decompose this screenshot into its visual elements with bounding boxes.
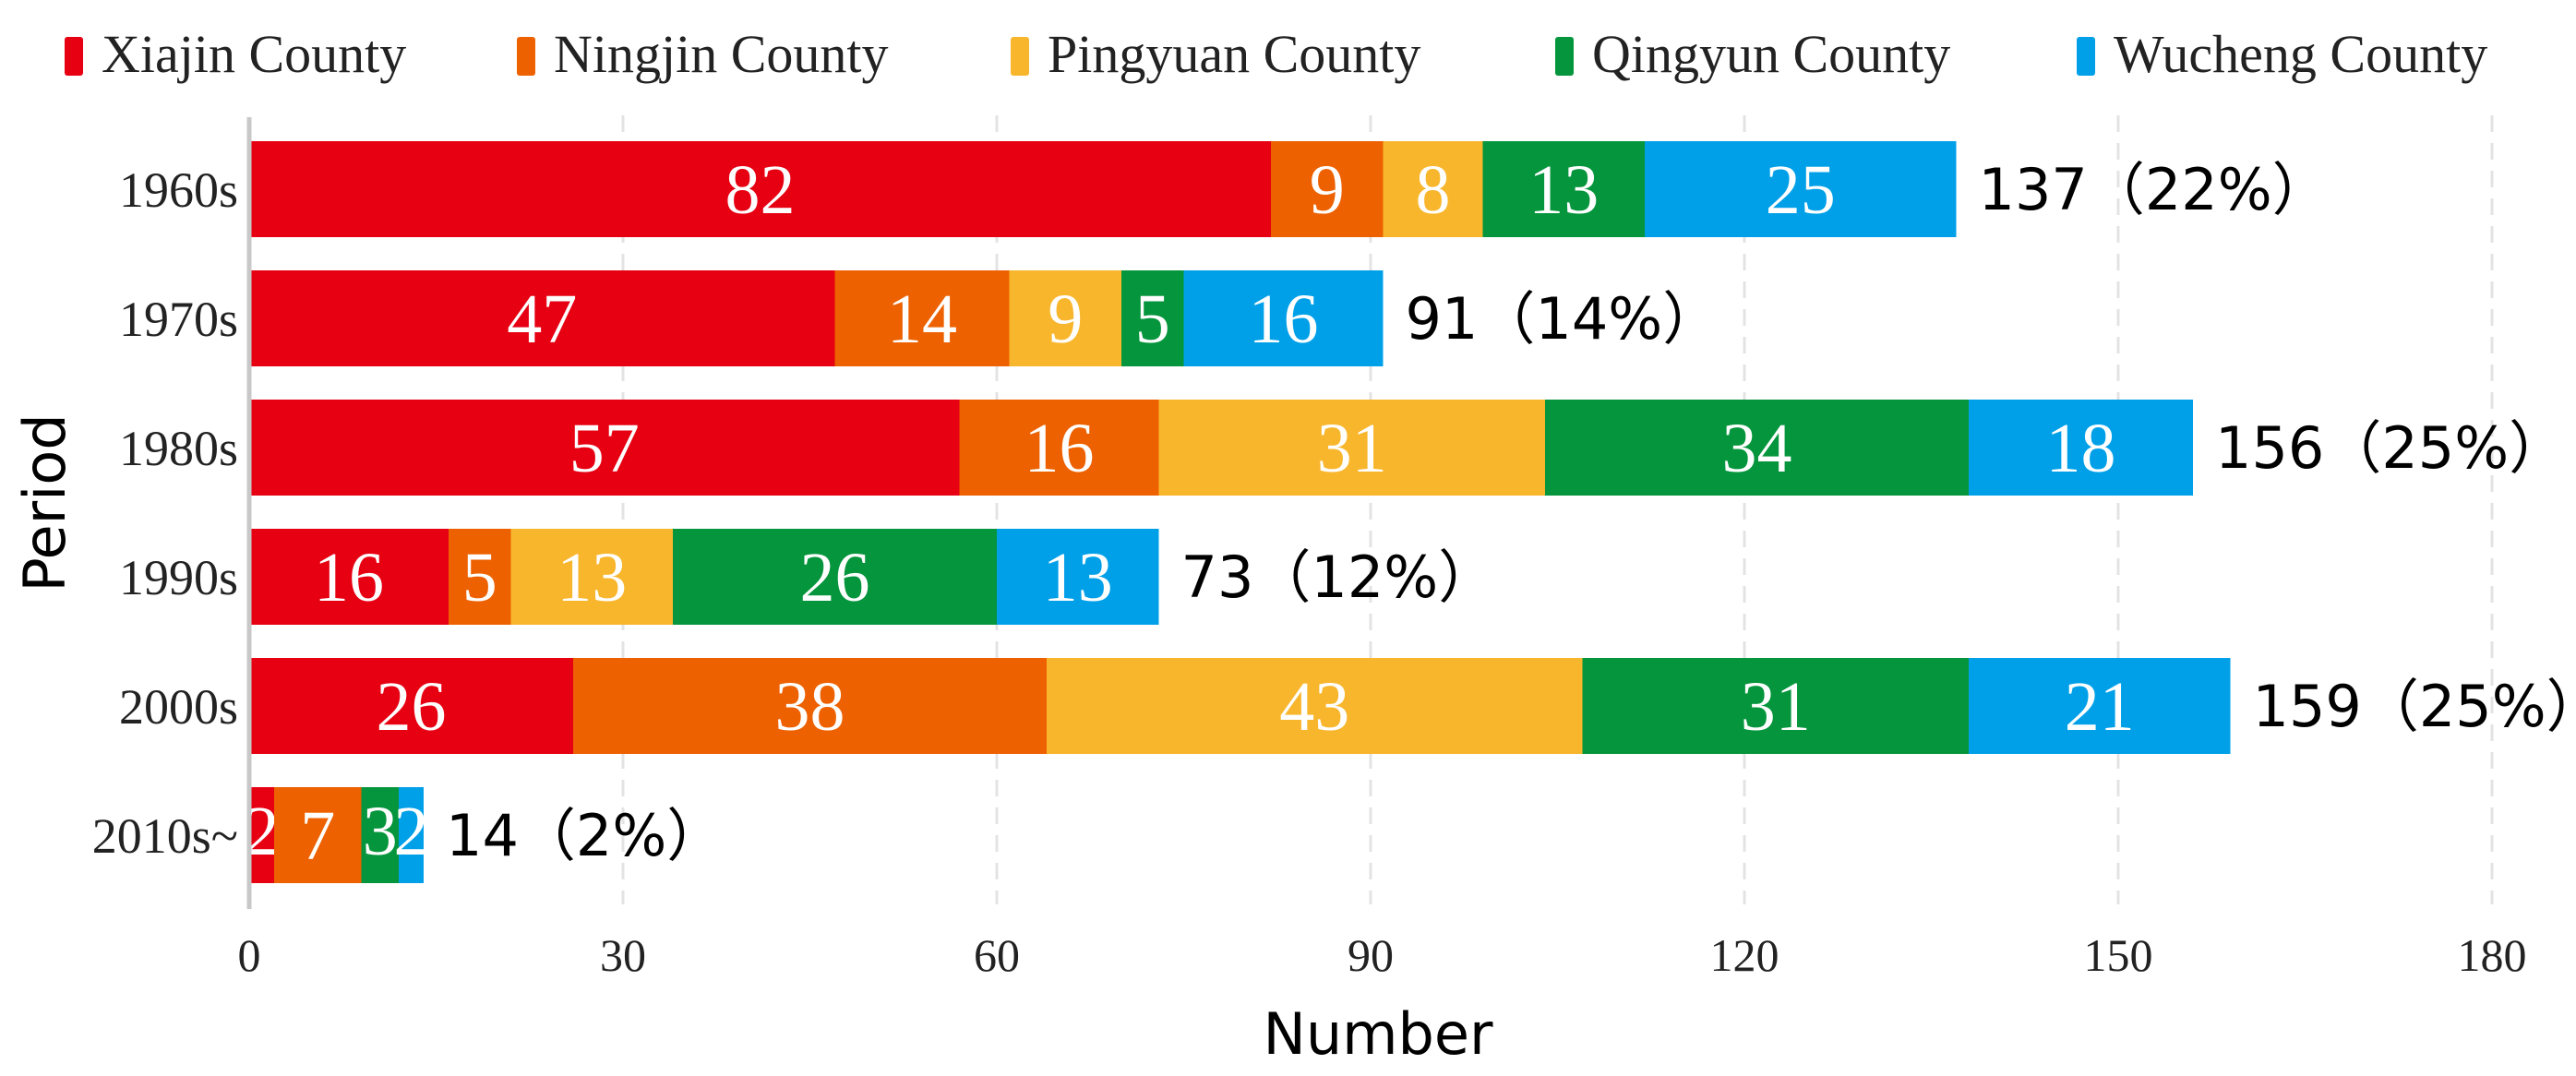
legend-item: Qingyun County	[1555, 24, 1950, 84]
bar-segment	[959, 400, 1159, 496]
bar-value-label: 38	[775, 668, 845, 746]
bar-value-label: 2	[394, 793, 429, 870]
bar-segment	[1582, 658, 1969, 754]
legend-label: Pingyuan County	[1048, 24, 1420, 84]
x-tick-label: 0	[238, 929, 261, 981]
y-tick-label: 1990s	[119, 550, 238, 605]
bar-value-label: 31	[1317, 410, 1387, 487]
bar-segment	[249, 270, 835, 366]
bar-value-label: 5	[1135, 281, 1170, 358]
legend-label: Xiajin County	[102, 24, 406, 84]
bar-segment	[1183, 270, 1384, 366]
bar-segment	[249, 787, 274, 883]
x-axis-title: Number	[1263, 1000, 1493, 1068]
bar-segment	[1271, 141, 1384, 237]
bar-segment	[249, 658, 573, 754]
y-tick-label: 1960s	[119, 162, 238, 218]
bar-segment	[1545, 400, 1969, 496]
x-tick-label: 180	[2458, 929, 2527, 981]
bar-value-label: 82	[725, 151, 796, 229]
bar-value-label: 9	[1048, 281, 1083, 358]
legend-swatch	[517, 37, 535, 76]
x-tick-label: 150	[2084, 929, 2153, 981]
x-tick-label: 30	[600, 929, 646, 981]
bar-value-label: 31	[1741, 668, 1811, 746]
bar-segment	[249, 141, 1271, 237]
axes: 0 30 60 90 120 150 180 1960s 1970s 1980s 1990s 2000…	[92, 117, 2527, 981]
bar-total-label: 14（2%）	[446, 802, 724, 869]
bar-segment	[249, 529, 449, 625]
bar-segment	[1047, 658, 1583, 754]
grid-lines	[621, 115, 2494, 904]
x-tick-label: 90	[1348, 929, 1394, 981]
bar-value-label: 25	[1766, 151, 1836, 229]
y-tick-label: 2010s~	[92, 808, 238, 864]
bar-segment	[361, 787, 399, 883]
bar-segment	[1482, 141, 1645, 237]
bar-total-label: 73（12%）	[1181, 544, 1496, 611]
bar-value-label: 8	[1416, 151, 1451, 229]
bar-segment	[1121, 270, 1184, 366]
bars: 82 9 8 13 25 137（22%）47 14 9 5 16 91（14%）57 16 31 34 1…	[245, 141, 2576, 883]
legend-item: Xiajin County	[65, 24, 406, 84]
bar-segment	[1009, 270, 1121, 366]
x-tick-label: 60	[974, 929, 1020, 981]
bar-segment	[834, 270, 1010, 366]
bar-total-label: 91（14%）	[1406, 285, 1720, 353]
bar-value-label: 18	[2046, 410, 2116, 487]
legend-item: Ningjin County	[517, 24, 889, 84]
legend-swatch	[1011, 37, 1029, 76]
bar-segment	[1969, 400, 2193, 496]
bar-value-label: 43	[1279, 668, 1349, 746]
bar-value-label: 16	[1249, 281, 1319, 358]
legend-item: Wucheng County	[2077, 24, 2487, 84]
bar-segment	[1158, 400, 1545, 496]
legend-item: Pingyuan County	[1011, 24, 1420, 84]
y-tick-label: 2000s	[119, 679, 238, 735]
bar-value-label: 34	[1722, 410, 1792, 487]
bar-value-label: 3	[363, 793, 398, 870]
bar-segment	[510, 529, 673, 625]
legend-swatch	[2077, 37, 2095, 76]
bar-value-label: 16	[1024, 410, 1095, 487]
bar-total-label: 156（25%）	[2215, 414, 2566, 482]
legend-label: Wucheng County	[2114, 24, 2487, 84]
bar-value-label: 7	[300, 797, 335, 875]
legend: Xiajin County Ningjin County Pingyuan Coun…	[65, 24, 2487, 84]
bar-segment	[1383, 141, 1483, 237]
legend-swatch	[1555, 37, 1574, 76]
bar-value-label: 13	[557, 539, 627, 616]
legend-label: Ningjin County	[554, 24, 889, 84]
bar-segment	[449, 529, 511, 625]
bar-value-label: 47	[507, 281, 577, 358]
bar-segment	[1969, 658, 2231, 754]
y-tick-label: 1970s	[119, 292, 238, 347]
bar-value-label: 9	[1310, 151, 1345, 229]
y-tick-label: 1980s	[119, 421, 238, 476]
bar-value-label: 13	[1528, 151, 1599, 229]
bar-total-label: 137（22%）	[1979, 156, 2330, 223]
legend-swatch	[65, 37, 83, 76]
bar-value-label: 16	[314, 539, 384, 616]
bar-value-label: 13	[1043, 539, 1113, 616]
bar-segment	[573, 658, 1047, 754]
bar-segment	[1645, 141, 1957, 237]
bar-total-label: 159（25%）	[2253, 673, 2576, 740]
bar-value-label: 26	[800, 539, 870, 616]
bar-segment	[997, 529, 1159, 625]
bar-segment	[399, 787, 424, 883]
bar-value-label: 26	[377, 668, 447, 746]
bar-value-label: 21	[2065, 668, 2135, 746]
x-tick-label: 120	[1710, 929, 1779, 981]
legend-label: Qingyun County	[1592, 24, 1950, 84]
bar-segment	[673, 529, 997, 625]
bar-segment	[249, 400, 960, 496]
bar-value-label: 57	[569, 410, 640, 487]
bar-value-label: 14	[887, 281, 957, 358]
bar-segment	[274, 787, 362, 883]
y-axis-title: Period	[11, 413, 78, 592]
bar-value-label: 5	[462, 539, 497, 616]
